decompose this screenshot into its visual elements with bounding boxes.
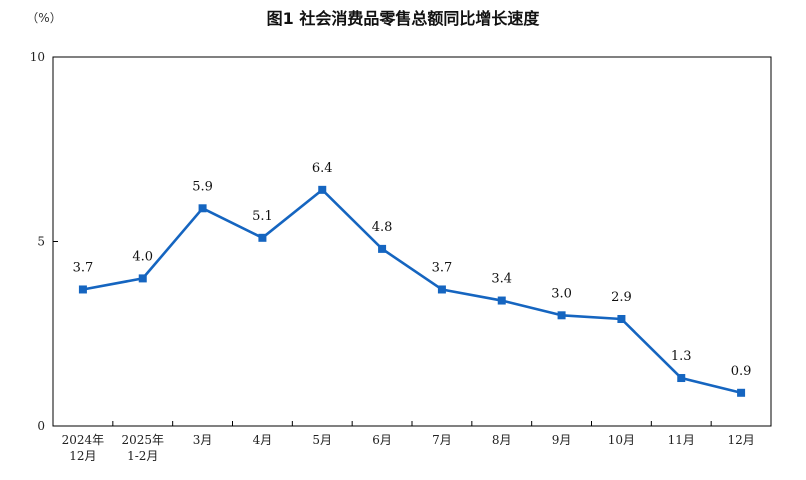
series-line-segment xyxy=(81,277,145,291)
data-labels: 3.7 4.0 5.9 5.1 6.4 4.8 3.7 3.4 3.0 2.9 1.3 0.9 xyxy=(73,161,752,379)
x-tick-label-line: 7月 xyxy=(432,433,452,447)
data-label: 0.9 xyxy=(731,364,752,379)
x-tick-label: 5月 xyxy=(312,433,332,447)
y-axis: 0 5 10 xyxy=(30,50,58,433)
series-line-segment xyxy=(440,288,504,302)
data-label: 1.3 xyxy=(671,349,692,364)
data-point-marker xyxy=(138,274,147,283)
x-tick-label-line: 8月 xyxy=(492,433,512,447)
x-tick-label-line: 2025年 xyxy=(121,433,164,447)
x-tick-label-line: 4月 xyxy=(253,433,273,447)
x-tick-label-line: 10月 xyxy=(608,433,635,447)
plot-area-frame xyxy=(52,56,772,427)
x-tick-label-line: 11月 xyxy=(668,433,695,447)
data-point-marker xyxy=(737,388,746,397)
y-tick-label: 5 xyxy=(37,235,45,249)
y-tick-label: 0 xyxy=(37,419,45,433)
x-tick-label-line: 6月 xyxy=(372,433,392,447)
x-tick-label: 3月 xyxy=(193,433,213,447)
series-markers xyxy=(78,185,746,397)
x-tick-label: 10月 xyxy=(608,433,635,447)
x-tick-label-line: 1-2月 xyxy=(127,449,158,463)
data-label: 5.9 xyxy=(192,179,213,194)
series-line-segment xyxy=(261,188,324,240)
x-tick-label: 4月 xyxy=(253,433,273,447)
data-label: 5.1 xyxy=(252,209,273,224)
x-tick-label: 2025年 1-2月 xyxy=(121,433,164,463)
x-tick-label: 8月 xyxy=(492,433,512,447)
y-tick-label: 10 xyxy=(30,50,45,64)
data-point-marker xyxy=(677,374,686,383)
data-point-marker xyxy=(437,285,446,294)
x-tick-label: 12月 xyxy=(727,433,754,447)
series-line xyxy=(81,188,743,395)
series-line-segment xyxy=(679,376,743,395)
data-label: 2.9 xyxy=(611,290,632,305)
series-line-segment xyxy=(141,206,204,280)
y-axis-unit: （%） xyxy=(26,11,61,25)
series-line-segment xyxy=(201,206,264,240)
x-tick-label-line: 12月 xyxy=(727,433,754,447)
data-label: 3.4 xyxy=(491,272,512,287)
x-tick-label: 9月 xyxy=(552,433,572,447)
data-label: 3.0 xyxy=(551,286,572,301)
data-label: 3.7 xyxy=(73,260,94,275)
data-point-marker xyxy=(258,233,267,242)
x-tick-label: 11月 xyxy=(668,433,695,447)
data-point-marker xyxy=(198,204,207,213)
data-point-marker xyxy=(318,185,327,194)
x-tick-label-line: 5月 xyxy=(312,433,332,447)
chart-title: 图1 社会消费品零售总额同比增长速度 xyxy=(267,9,541,28)
data-point-marker xyxy=(378,244,387,253)
data-label: 6.4 xyxy=(312,161,333,176)
data-point-marker xyxy=(78,285,87,294)
series-line-segment xyxy=(380,247,444,291)
x-tick-label: 2024年 12月 xyxy=(62,433,105,463)
series-line-segment xyxy=(560,313,623,321)
series-line-segment xyxy=(620,317,683,380)
series-line-segment xyxy=(500,299,563,317)
x-tick-label-line: 3月 xyxy=(193,433,213,447)
data-point-marker xyxy=(497,296,506,305)
x-tick-label: 7月 xyxy=(432,433,452,447)
data-label: 3.7 xyxy=(432,260,453,275)
x-tick-label-line: 2024年 xyxy=(62,433,105,447)
data-point-marker xyxy=(617,314,626,323)
x-tick-label-line: 9月 xyxy=(552,433,572,447)
data-label: 4.8 xyxy=(372,220,393,235)
x-axis: 2024年 12月 2025年 1-2月 3月 4月 5月 6月 7月 8月 9月 10月 11月 12月 xyxy=(62,421,755,463)
data-point-marker xyxy=(557,311,566,320)
x-tick-label-line: 12月 xyxy=(69,449,96,463)
data-label: 4.0 xyxy=(132,249,153,264)
series-line-segment xyxy=(320,188,384,251)
x-tick-label: 6月 xyxy=(372,433,392,447)
